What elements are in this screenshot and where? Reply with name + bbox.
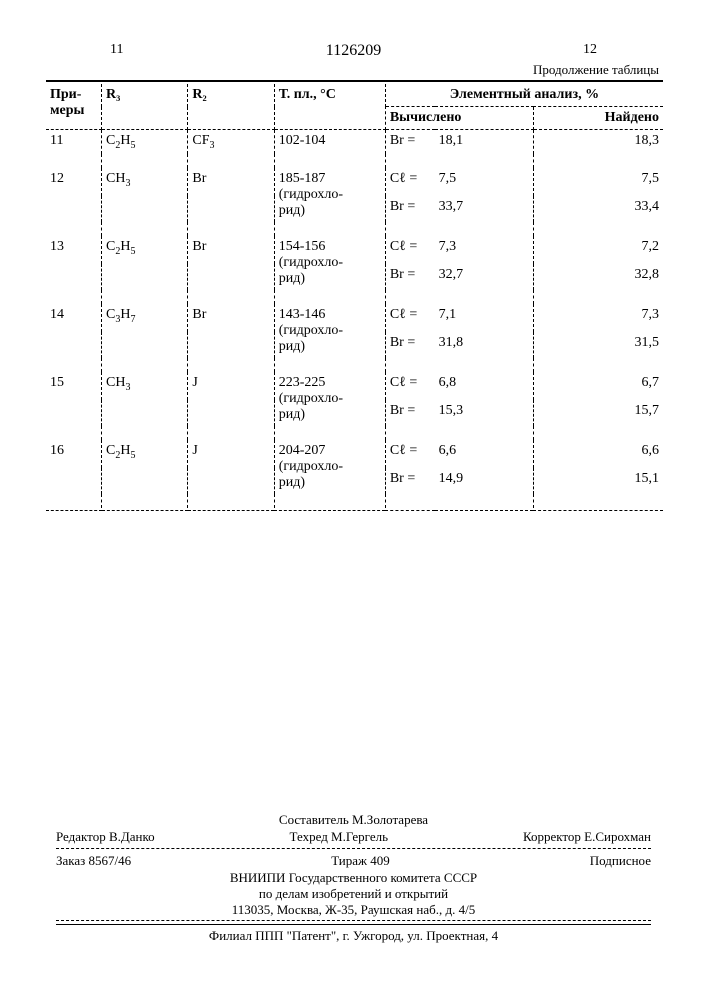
cell-calc-val: 7,3 <box>435 236 534 264</box>
cell-example: 14 <box>46 304 102 332</box>
table-continuation: Продолжение таблицы <box>533 62 659 78</box>
col-analysis: Элементный анализ, % <box>385 84 663 107</box>
cell-found: 7,3 <box>533 304 663 332</box>
order: Заказ 8567/46 <box>56 853 131 869</box>
footer: Составитель М.Золотарева Редактор В.Данк… <box>56 812 651 944</box>
cell-calc-el: Cℓ = <box>385 440 434 468</box>
cell-r2: CF3 <box>188 130 274 154</box>
cell-r3: CH3 <box>102 372 188 400</box>
cell-calc-el: Br = <box>385 468 434 494</box>
col-example: При-меры <box>46 84 102 130</box>
cell-example: 15 <box>46 372 102 400</box>
page: 1126209 11 12 Продолжение таблицы При-ме… <box>0 0 707 1000</box>
col-melting: Т. пл., °С <box>274 84 385 130</box>
cell-r2: Br <box>188 236 274 264</box>
cell-found: 7,2 <box>533 236 663 264</box>
branch: Филиал ППП "Патент", г. Ужгород, ул. Про… <box>56 928 651 944</box>
cell-calc-el: Br = <box>385 196 434 222</box>
cell-calc-el: Br = <box>385 130 434 154</box>
cell-found: 6,7 <box>533 372 663 400</box>
cell-melting: 185-187(гидрохло-рид) <box>274 168 385 222</box>
cell-r3: C3H7 <box>102 304 188 332</box>
editor: Редактор В.Данко <box>56 829 155 845</box>
corrector: Корректор Е.Сирохман <box>523 829 651 845</box>
cell-calc-el: Cℓ = <box>385 236 434 264</box>
cell-calc-el: Br = <box>385 332 434 358</box>
cell-calc-el: Cℓ = <box>385 304 434 332</box>
cell-calc-val: 31,8 <box>435 332 534 358</box>
org-line1: ВНИИПИ Государственного комитета СССР <box>56 870 651 886</box>
tirazh: Тираж 409 <box>331 853 390 869</box>
cell-calc-val: 15,3 <box>435 400 534 426</box>
address: 113035, Москва, Ж-35, Раушская наб., д. … <box>56 902 651 918</box>
cell-melting: 143-146(гидрохло-рид) <box>274 304 385 358</box>
tech-editor: Техред М.Гергель <box>290 829 388 845</box>
data-table: При-меры R₃ R₂ Т. пл., °С Элементный ана… <box>46 80 663 511</box>
cell-melting: 223-225(гидрохло-рид) <box>274 372 385 426</box>
cell-found: 7,5 <box>533 168 663 196</box>
cell-r2: J <box>188 440 274 468</box>
org-line2: по делам изобретений и открытий <box>56 886 651 902</box>
cell-calc-val: 7,1 <box>435 304 534 332</box>
cell-found: 31,5 <box>533 332 663 358</box>
table-row: 16C2H5J204-207(гидрохло-рид)Cℓ =6,66,6 <box>46 440 663 468</box>
table-row: 13C2H5Br154-156(гидрохло-рид)Cℓ =7,37,2 <box>46 236 663 264</box>
cell-melting: 204-207(гидрохло-рид) <box>274 440 385 494</box>
col-r2: R₂ <box>188 84 274 130</box>
cell-found: 32,8 <box>533 264 663 290</box>
table-row: 11C2H5CF3102-104Br =18,118,3 <box>46 130 663 154</box>
cell-calc-el: Cℓ = <box>385 168 434 196</box>
cell-r3: C2H5 <box>102 440 188 468</box>
cell-calc-el: Cℓ = <box>385 372 434 400</box>
cell-found: 33,4 <box>533 196 663 222</box>
cell-r2: J <box>188 372 274 400</box>
cell-r2: Br <box>188 168 274 196</box>
cell-example: 16 <box>46 440 102 468</box>
col-calculated: Вычислено <box>385 107 533 130</box>
cell-melting: 154-156(гидрохло-рид) <box>274 236 385 290</box>
table-row: 15CH3J223-225(гидрохло-рид)Cℓ =6,86,7 <box>46 372 663 400</box>
cell-example: 12 <box>46 168 102 196</box>
cell-found: 15,7 <box>533 400 663 426</box>
cell-example: 13 <box>46 236 102 264</box>
cell-example: 11 <box>46 130 102 154</box>
subscription: Подписное <box>590 853 651 869</box>
cell-calc-el: Br = <box>385 264 434 290</box>
cell-calc-val: 18,1 <box>435 130 534 154</box>
page-right: 12 <box>583 42 597 58</box>
cell-calc-val: 6,8 <box>435 372 534 400</box>
cell-calc-val: 32,7 <box>435 264 534 290</box>
cell-r3: C2H5 <box>102 236 188 264</box>
cell-calc-val: 7,5 <box>435 168 534 196</box>
cell-r2: Br <box>188 304 274 332</box>
compiler: Составитель М.Золотарева <box>56 812 651 828</box>
page-left: 11 <box>110 42 123 58</box>
cell-r3: C2H5 <box>102 130 188 154</box>
cell-found: 15,1 <box>533 468 663 494</box>
table-body: 11C2H5CF3102-104Br =18,118,312CH3Br185-1… <box>46 130 663 508</box>
cell-r3: CH3 <box>102 168 188 196</box>
table-row: 12CH3Br185-187(гидрохло-рид)Cℓ =7,57,5 <box>46 168 663 196</box>
page-header: 11 12 <box>0 42 707 58</box>
cell-calc-val: 6,6 <box>435 440 534 468</box>
cell-calc-val: 33,7 <box>435 196 534 222</box>
col-r3: R₃ <box>102 84 188 130</box>
cell-found: 18,3 <box>533 130 663 154</box>
col-found: Найдено <box>533 107 663 130</box>
cell-melting: 102-104 <box>274 130 385 154</box>
cell-found: 6,6 <box>533 440 663 468</box>
cell-calc-el: Br = <box>385 400 434 426</box>
table-row: 14C3H7Br143-146(гидрохло-рид)Cℓ =7,17,3 <box>46 304 663 332</box>
cell-calc-val: 14,9 <box>435 468 534 494</box>
